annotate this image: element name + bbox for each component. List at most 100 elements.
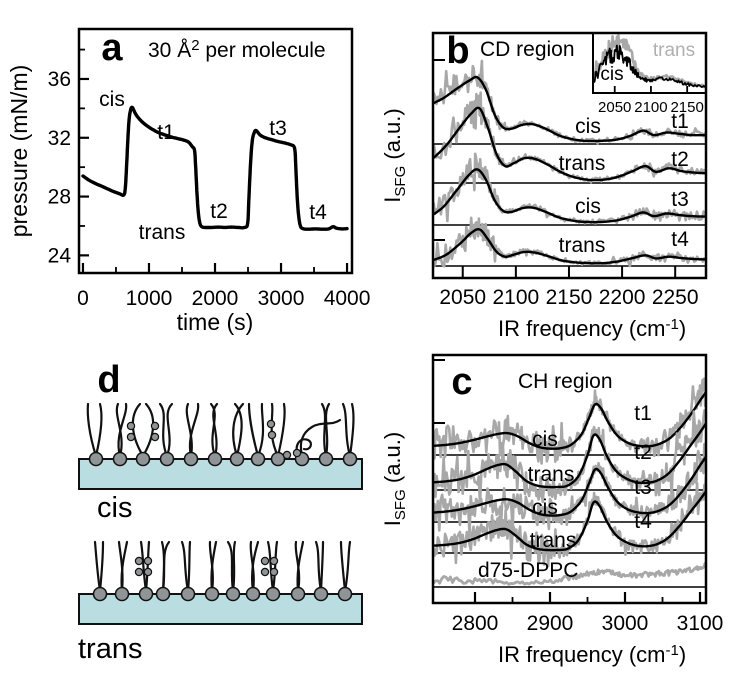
y-tick-label: 24 xyxy=(48,244,72,267)
lipid-head xyxy=(92,586,108,602)
lipid-tail xyxy=(231,540,237,593)
lipid-tail xyxy=(139,540,148,593)
lipid-tail xyxy=(324,402,331,458)
cis-label-t3: cis xyxy=(532,496,558,519)
azobenzene-dot xyxy=(150,432,160,442)
x-tick-label: 2900 xyxy=(527,612,574,635)
pressure-curve xyxy=(81,105,349,231)
lipid-tail xyxy=(165,402,174,458)
t1-label: t1 xyxy=(671,110,689,133)
lipid-tail xyxy=(296,540,305,593)
panel-c-frame xyxy=(431,353,708,605)
t3-label: t3 xyxy=(671,188,689,211)
azobenzene-dot xyxy=(269,567,279,577)
lipid-head xyxy=(183,451,199,467)
lipid-head xyxy=(229,451,245,467)
lipid-head xyxy=(245,586,261,602)
x-tick-label: 2200 xyxy=(599,286,646,309)
trans-label-t2: trans xyxy=(559,152,606,175)
azobenzene-dot xyxy=(292,448,302,458)
inset-trans-label: trans xyxy=(653,40,695,61)
x-tick-label: 1000 xyxy=(126,287,173,310)
panel-letter-c: c xyxy=(451,361,472,403)
inset-trace-trans xyxy=(594,34,705,89)
lipid-head xyxy=(337,586,353,602)
lipid-tail xyxy=(115,402,123,458)
t4-label: t4 xyxy=(634,510,652,533)
lipid-head xyxy=(342,451,358,467)
lipid-head xyxy=(114,586,130,602)
cis-state-label: cis xyxy=(97,492,132,524)
inset-x-tick-label: 2150 xyxy=(670,99,703,116)
sfg-fit-trace-t2 xyxy=(434,422,705,489)
panel-a: 0 1000 2000 3000 4000 24 28 32 36 a 30 Å2 per mole… xyxy=(6,27,370,335)
t3-label: t3 xyxy=(634,476,652,499)
azobenzene-dot xyxy=(260,567,270,577)
x-axis-label: IR frequency (cm-1) xyxy=(498,642,686,667)
cis-label: cis xyxy=(99,88,125,111)
lipid-head xyxy=(270,451,286,467)
inset-x-tick-label: 2100 xyxy=(634,99,667,116)
lipid-head xyxy=(135,451,151,467)
sfg-fit-trace-t3 xyxy=(434,168,705,224)
lipid-head xyxy=(204,586,220,602)
t4-label: t4 xyxy=(671,228,689,251)
t2-label: t2 xyxy=(671,148,689,171)
lipid-tail xyxy=(247,402,260,458)
t2-label: t2 xyxy=(634,441,652,464)
azobenzene-dot xyxy=(282,450,292,460)
lipid-head xyxy=(313,586,329,602)
sfg-raw-trace-t3 xyxy=(434,442,705,538)
sfg-fit-trace-t1 xyxy=(434,391,705,450)
lipid-tail xyxy=(94,402,103,458)
sfg-fit-trace-t1 xyxy=(434,75,705,143)
lipid-tail xyxy=(185,402,193,458)
lipid-tail-bent xyxy=(299,418,342,457)
y-axis-label: ISFG (a.u.) xyxy=(380,432,409,526)
x-tick-label: 3100 xyxy=(677,612,724,635)
lipid-tail xyxy=(348,402,355,458)
lipid-head xyxy=(180,586,196,602)
lipid-tail xyxy=(276,402,286,458)
y-tick-label: 36 xyxy=(48,68,71,91)
panel-b-frame xyxy=(431,31,708,280)
lipid-tail xyxy=(120,540,129,593)
azobenzene-dot xyxy=(260,556,270,566)
d75dppc-label: d75-DPPC xyxy=(478,559,578,582)
azobenzene-dot xyxy=(134,567,144,577)
x-tick-label: 3000 xyxy=(602,612,649,635)
sfg-raw-trace-t2 xyxy=(434,91,705,184)
lipid-tail xyxy=(226,540,235,593)
panel-a-title: 30 Å2 per molecule xyxy=(148,37,326,62)
y-tick-label: 28 xyxy=(48,186,71,209)
lipid-head xyxy=(112,451,128,467)
monolayer-cis xyxy=(78,402,363,490)
lipid-tail xyxy=(250,540,260,593)
lipid-head xyxy=(88,451,104,467)
lipid-tail xyxy=(343,540,352,593)
azobenzene-dot xyxy=(134,556,144,566)
azobenzene-dot xyxy=(126,432,136,442)
x-tick-label: 2100 xyxy=(492,286,539,309)
lipid-tail xyxy=(117,402,128,458)
x-tick-label: 3000 xyxy=(258,287,305,310)
trans-label-t4: trans xyxy=(559,234,606,257)
sfg-raw-trace-t2 xyxy=(434,408,705,505)
trans-label-t2: trans xyxy=(528,463,575,486)
t4-label: t4 xyxy=(309,201,327,224)
panel-letter-d: d xyxy=(97,359,120,401)
inset-trace-cis xyxy=(594,44,705,88)
azobenzene-dot xyxy=(269,556,279,566)
lipid-tail xyxy=(86,402,98,458)
lipid-head xyxy=(318,451,334,467)
lipid-tail xyxy=(319,540,325,593)
region-title: CD region xyxy=(480,38,575,61)
t3-label: t3 xyxy=(269,117,287,140)
lipid-head xyxy=(138,586,154,602)
y-axis-label: ISFG (a.u.) xyxy=(380,108,409,202)
monolayer-trans xyxy=(78,540,363,625)
panel-letter-a: a xyxy=(101,27,123,69)
lipid-tail xyxy=(161,540,171,593)
x-axis-label: time (s) xyxy=(177,309,254,335)
x-tick-label: 2000 xyxy=(192,287,239,310)
